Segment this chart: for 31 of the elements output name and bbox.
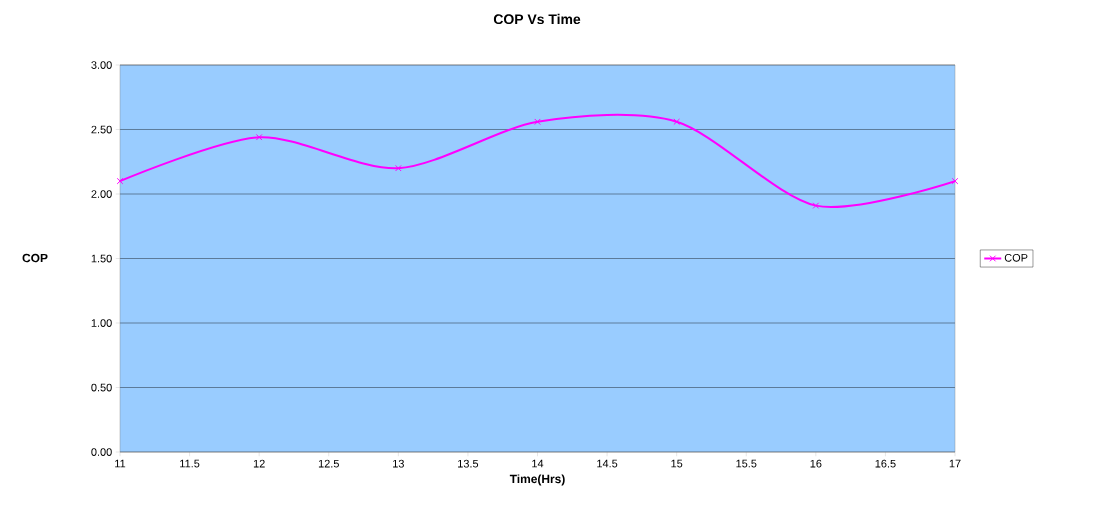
y-axis-title: COP: [22, 253, 48, 263]
y-tick-label: 0.50: [91, 383, 112, 392]
y-tick-label: 2.00: [91, 190, 112, 198]
x-tick-label: 17: [949, 459, 961, 468]
point: [812, 202, 820, 209]
x-tick-label: 15.5: [736, 459, 757, 468]
y-tick-label: 0.00: [91, 448, 112, 456]
point: [116, 177, 124, 185]
y-tick-label: 1.00: [91, 319, 112, 327]
point: [673, 118, 680, 126]
x-tick-label: 13.5: [458, 459, 479, 468]
legend-label: COP: [1004, 253, 1028, 262]
x-tick-label: 11.5: [180, 459, 200, 468]
x-tick-label: 16.5: [875, 459, 896, 468]
x-tick-label: 12.5: [318, 459, 339, 468]
y-tick-label: 3.00: [91, 61, 112, 69]
point: [951, 177, 959, 185]
y-tick-label: 2.50: [91, 125, 112, 134]
point: [534, 118, 541, 126]
x-tick-label: 14: [532, 459, 544, 468]
y-tick-label: 1.50: [91, 254, 112, 263]
point: [255, 133, 263, 141]
x-tick-label: 13: [393, 459, 404, 468]
x-tick-label: 11: [115, 459, 126, 468]
point: [395, 164, 402, 172]
x-tick-label: 14.5: [597, 459, 618, 468]
chart-title: COP Vs Time: [493, 13, 581, 25]
x-tick-label: 16: [810, 459, 822, 468]
x-tick-label: 12: [253, 459, 265, 468]
x-tick-label: 15: [671, 459, 683, 468]
x-axis-title: Time(Hrs): [509, 474, 565, 486]
